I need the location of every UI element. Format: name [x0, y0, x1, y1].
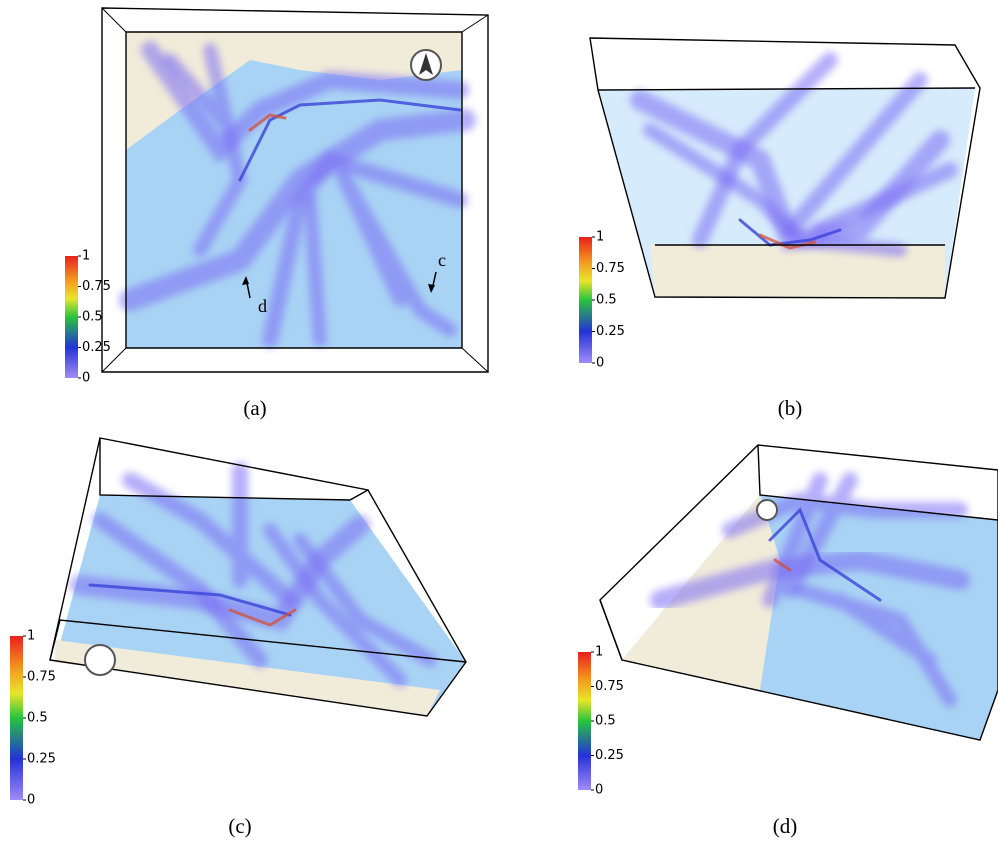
panel-a: d c (a)	[102, 8, 488, 420]
north-arrow	[757, 500, 777, 520]
colorbar-tick-label: 0.5	[596, 293, 617, 308]
colorbar	[65, 256, 78, 378]
colorbar-tick-label: 0	[82, 371, 90, 386]
box-edge	[462, 348, 488, 372]
colorbar-tick-label: 1	[596, 230, 604, 245]
colorbar-tick-label: 0	[596, 356, 604, 371]
annotation: c	[438, 250, 446, 270]
panel-label: (b)	[778, 396, 803, 420]
colorbar-tick-label: 0	[595, 783, 603, 798]
panel-b: (b)	[590, 38, 980, 420]
colorbar-tick-label: 0.25	[595, 748, 624, 763]
box-edge	[102, 8, 126, 32]
panel-label: (a)	[243, 396, 266, 420]
panel-c: (c)	[50, 438, 466, 838]
colorbar	[579, 237, 592, 363]
colorbar-tick-label: 1	[27, 629, 35, 644]
colorbar-tick-label: 0.25	[82, 340, 111, 355]
colorbar	[578, 652, 591, 790]
north-arrow	[85, 645, 115, 675]
colorbar-tick-label: 0.25	[27, 752, 56, 767]
box-edge	[462, 15, 488, 32]
panel-d: (d)	[600, 445, 998, 838]
colorbar-tick-label: 0.5	[82, 310, 103, 325]
box-edge	[600, 600, 622, 660]
colorbar-tick-label: 0.75	[82, 279, 111, 294]
colorbar-tick-label: 0.75	[595, 679, 624, 694]
colorbar-tick-label: 1	[595, 645, 603, 660]
figure: d c (a) (b)	[0, 0, 998, 842]
colorbar-tick-label: 0.5	[595, 714, 616, 729]
panel-label: (d)	[773, 814, 798, 838]
colorbar-tick-label: 0.75	[27, 670, 56, 685]
colorbar-tick-label: 0.5	[27, 711, 48, 726]
annotation: d	[258, 296, 267, 316]
colorbar	[10, 636, 23, 800]
panel-label: (c)	[228, 814, 251, 838]
colorbar-tick-label: 0	[27, 793, 35, 808]
colorbar-tick-label: 0.25	[596, 324, 625, 339]
colorbar-tick-label: 0.75	[596, 261, 625, 276]
colorbar-tick-label: 1	[82, 249, 90, 264]
